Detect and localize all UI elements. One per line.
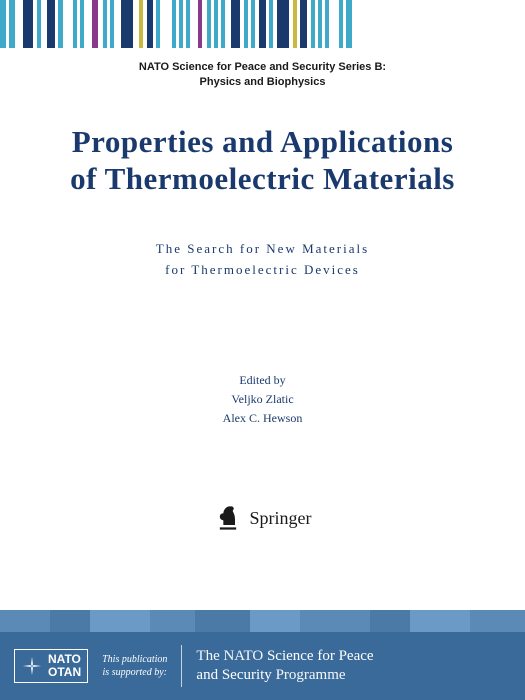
edited-by-label: Edited by (0, 371, 525, 390)
editor-1: Veljko Zlatic (0, 390, 525, 409)
programme-line2: and Security Programme (196, 666, 373, 686)
subtitle: The Search for New Materials for Thermoe… (0, 239, 525, 281)
editor-2: Alex C. Hewson (0, 409, 525, 428)
footer-barcode-strip (0, 610, 525, 632)
title-line1: Properties and Applications (0, 123, 525, 160)
support-line1: This publication (102, 653, 167, 666)
footer-divider (181, 645, 182, 687)
editors-block: Edited by Veljko Zlatic Alex C. Hewson (0, 371, 525, 429)
publisher-name: Springer (250, 508, 312, 529)
programme-line1: The NATO Science for Peace (196, 647, 373, 667)
footer-main: NATO OTAN This publication is supported … (0, 632, 525, 700)
chess-knight-icon (214, 504, 242, 532)
support-text: This publication is supported by: (102, 653, 167, 679)
subtitle-line2: for Thermoelectric Devices (0, 260, 525, 281)
footer-band: NATO OTAN This publication is supported … (0, 610, 525, 700)
programme-text: The NATO Science for Peace and Security … (196, 647, 373, 686)
nato-star-icon (21, 655, 43, 677)
series-line2: Physics and Biophysics (0, 75, 525, 90)
nato-line2: OTAN (48, 666, 81, 679)
nato-badge: NATO OTAN (14, 649, 88, 683)
top-barcode-strip (0, 0, 525, 48)
series-line1: NATO Science for Peace and Security Seri… (0, 60, 525, 75)
subtitle-line1: The Search for New Materials (0, 239, 525, 260)
series-label: NATO Science for Peace and Security Seri… (0, 60, 525, 91)
publisher-block: Springer (0, 504, 525, 532)
nato-text: NATO OTAN (48, 653, 81, 679)
main-title: Properties and Applications of Thermoele… (0, 123, 525, 197)
title-line2: of Thermoelectric Materials (0, 160, 525, 197)
support-line2: is supported by: (102, 666, 167, 679)
